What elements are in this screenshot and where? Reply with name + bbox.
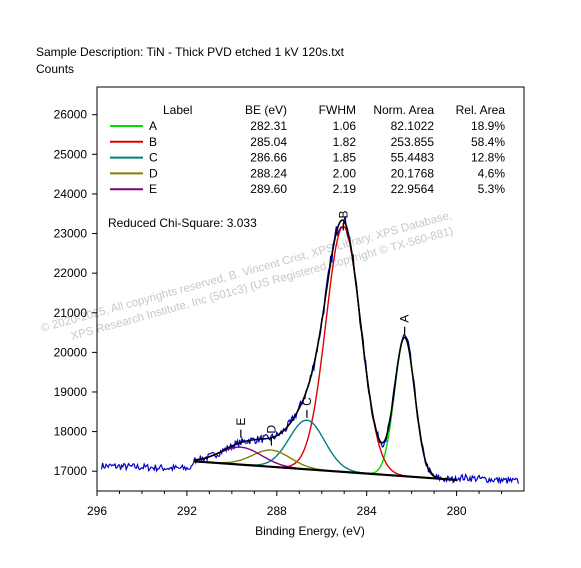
plot-frame xyxy=(96,86,525,492)
y-tick-label-25000: 25000 xyxy=(54,147,88,161)
y-tick-label-20000: 20000 xyxy=(54,345,88,359)
table-header-4: Rel. Area xyxy=(456,103,506,117)
y-units-label: Counts xyxy=(36,62,75,76)
peak-label-b: B xyxy=(336,210,350,218)
y-tick-label-17000: 17000 xyxy=(54,464,88,478)
table-cell-c-2: 1.85 xyxy=(333,151,357,165)
table-cell-b-3: 253.855 xyxy=(391,135,435,149)
peak-table: Label BE (eV) FWHM Norm. Area Rel. Area A 282.… xyxy=(110,103,505,196)
table-cell-c-1: 286.66 xyxy=(250,151,287,165)
table-cell-d-0: D xyxy=(149,166,158,180)
table-cell-e-2: 2.19 xyxy=(333,182,357,196)
x-tick-label-284: 284 xyxy=(357,504,377,518)
table-cell-a-1: 282.31 xyxy=(250,119,287,133)
y-tick-label-26000: 26000 xyxy=(54,108,88,122)
watermark-line2: XPS Research Institute, Inc (501c3) (US … xyxy=(70,225,455,343)
x-tick-label-288: 288 xyxy=(267,504,287,518)
table-cell-c-3: 55.4483 xyxy=(391,151,435,165)
table-header-2: FWHM xyxy=(319,103,356,117)
table-cell-e-3: 22.9564 xyxy=(391,182,435,196)
table-cell-e-4: 5.3% xyxy=(478,182,506,196)
x-tick-label-292: 292 xyxy=(177,504,197,518)
table-cell-b-4: 58.4% xyxy=(471,135,505,149)
x-tick-label-280: 280 xyxy=(447,504,467,518)
table-cell-c-0: C xyxy=(149,151,158,165)
table-cell-a-2: 1.06 xyxy=(333,119,357,133)
envelope-line xyxy=(193,219,457,481)
axes: 296 292 288 284 280 17000 18000 19000 20000 21000… xyxy=(54,108,503,518)
y-tick-label-21000: 21000 xyxy=(54,306,88,320)
table-cell-a-4: 18.9% xyxy=(471,119,505,133)
peak-label-c: C xyxy=(300,397,314,406)
y-tick-label-23000: 23000 xyxy=(54,227,88,241)
table-cell-b-2: 1.82 xyxy=(333,135,357,149)
y-tick-label-18000: 18000 xyxy=(54,425,88,439)
y-tick-label-19000: 19000 xyxy=(54,385,88,399)
table-cell-d-3: 20.1768 xyxy=(391,166,435,180)
peak-label-a: A xyxy=(398,315,412,323)
table-cell-d-2: 2.00 xyxy=(333,166,357,180)
peak-label-e: E xyxy=(234,418,248,426)
plot-area: A B C D E xyxy=(100,210,519,485)
y-tick-label-22000: 22000 xyxy=(54,266,88,280)
table-header-0: Label xyxy=(163,103,192,117)
y-tick-label-24000: 24000 xyxy=(54,187,88,201)
table-cell-e-0: E xyxy=(149,182,157,196)
chi-square-text: Reduced Chi-Square: 3.033 xyxy=(108,216,257,230)
table-header-3: Norm. Area xyxy=(373,103,434,117)
table-cell-b-1: 285.04 xyxy=(250,135,287,149)
x-axis-label: Binding Energy, (eV) xyxy=(255,524,365,538)
sample-description: Sample Description: TiN - Thick PVD etch… xyxy=(36,45,344,59)
x-tick-label-296: 296 xyxy=(87,504,107,518)
table-cell-c-4: 12.8% xyxy=(471,151,505,165)
table-cell-e-1: 289.60 xyxy=(250,182,287,196)
table-header-1: BE (eV) xyxy=(245,103,287,117)
table-cell-d-4: 4.6% xyxy=(478,166,506,180)
background-line xyxy=(193,460,457,482)
peak-label-d: D xyxy=(264,425,278,434)
table-cell-a-0: A xyxy=(149,119,157,133)
table-cell-d-1: 288.24 xyxy=(250,166,287,180)
table-cell-a-3: 82.1022 xyxy=(391,119,435,133)
table-cell-b-0: B xyxy=(149,135,157,149)
